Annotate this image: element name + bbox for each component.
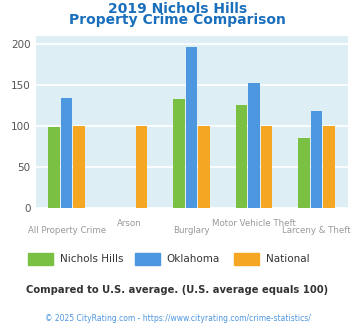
Text: Arson: Arson (117, 219, 142, 228)
Bar (73, 126, 85, 208)
Bar (198, 126, 210, 208)
Bar (186, 47, 197, 208)
Bar (61, 98, 72, 208)
Bar (299, 139, 310, 208)
Text: Motor Vehicle Theft: Motor Vehicle Theft (212, 219, 296, 228)
Bar (136, 126, 147, 208)
Text: National: National (266, 254, 310, 264)
Text: Larceny & Theft: Larceny & Theft (282, 226, 351, 235)
Bar (261, 126, 272, 208)
Bar (49, 127, 60, 208)
Bar (174, 99, 185, 208)
Bar (311, 112, 322, 208)
Bar (323, 126, 335, 208)
Text: Oklahoma: Oklahoma (167, 254, 220, 264)
Text: © 2025 CityRating.com - https://www.cityrating.com/crime-statistics/: © 2025 CityRating.com - https://www.city… (45, 314, 310, 323)
Text: Burglary: Burglary (173, 226, 210, 235)
Text: Compared to U.S. average. (U.S. average equals 100): Compared to U.S. average. (U.S. average … (26, 285, 329, 295)
Text: 2019 Nichols Hills: 2019 Nichols Hills (108, 2, 247, 16)
Bar (248, 83, 260, 208)
Text: All Property Crime: All Property Crime (28, 226, 106, 235)
Bar (236, 105, 247, 208)
Text: Nichols Hills: Nichols Hills (60, 254, 124, 264)
Text: Property Crime Comparison: Property Crime Comparison (69, 13, 286, 27)
